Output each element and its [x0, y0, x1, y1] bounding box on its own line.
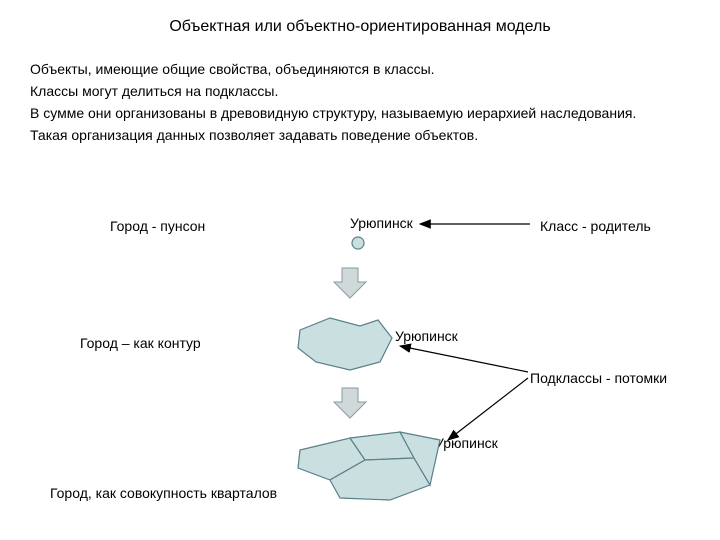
label-city-blocks: Город, как совокупность кварталов [50, 485, 277, 501]
paragraph-4: Такая организация данных позволяет задав… [30, 126, 478, 146]
label-city-contour: Город – как контур [80, 335, 201, 351]
label-name-2: Урюпинск [395, 328, 458, 344]
paragraph-1: Объекты, имеющие общие свойства, объедин… [30, 60, 435, 80]
label-parent-class: Класс - родитель [540, 218, 651, 234]
label-name-1: Урюпинск [350, 215, 413, 231]
paragraph-3: В сумме они организованы в древовидную с… [30, 104, 636, 124]
label-subclass: Подклассы - потомки [530, 370, 667, 386]
label-name-3: Урюпинск [435, 435, 498, 451]
paragraph-2: Классы могут делиться на подклассы. [30, 82, 278, 102]
label-city-point: Город - пунсон [110, 218, 205, 234]
diagram-svg [0, 0, 720, 540]
page-title: Объектная или объектно-ориентированная м… [0, 18, 720, 36]
